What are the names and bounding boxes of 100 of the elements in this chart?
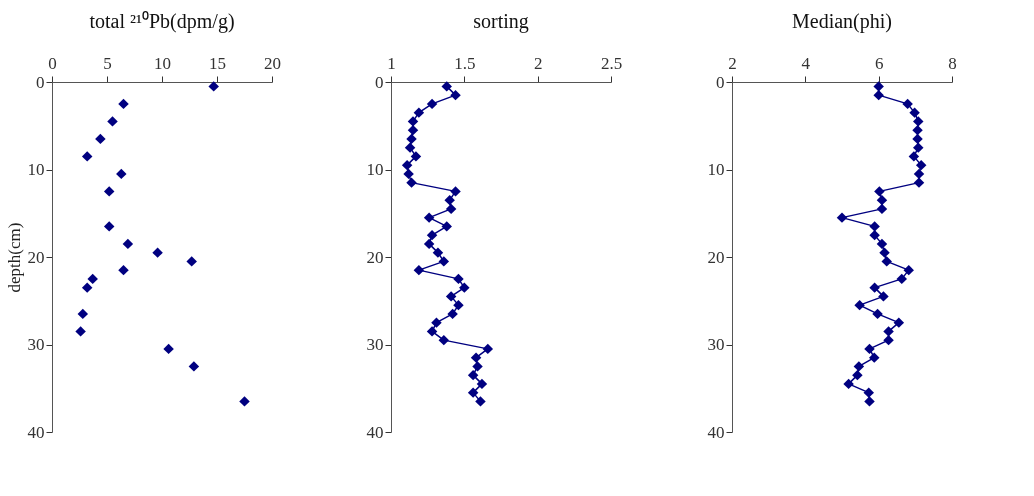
x-tick-label: 6 bbox=[874, 53, 884, 73]
point bbox=[103, 221, 115, 232]
point bbox=[423, 238, 435, 250]
point bbox=[913, 177, 925, 188]
y-axis-title: depth(cm) bbox=[4, 222, 24, 293]
point bbox=[445, 291, 457, 302]
point bbox=[453, 273, 464, 285]
y-tick-label: 40 bbox=[366, 422, 384, 442]
point bbox=[874, 186, 885, 197]
y-tick-label: 40 bbox=[707, 422, 725, 442]
point bbox=[116, 168, 127, 180]
point bbox=[470, 352, 482, 363]
point bbox=[836, 212, 848, 223]
y-tick-label: 10 bbox=[707, 160, 725, 179]
y-tick-label: 30 bbox=[27, 335, 45, 354]
point bbox=[406, 177, 417, 188]
y-tick-label: 30 bbox=[366, 335, 384, 354]
point bbox=[883, 334, 894, 346]
point bbox=[475, 396, 486, 407]
point bbox=[869, 352, 880, 363]
point bbox=[426, 98, 438, 110]
point bbox=[95, 133, 106, 145]
point bbox=[902, 98, 913, 110]
point bbox=[876, 238, 888, 250]
point bbox=[447, 308, 458, 320]
point bbox=[239, 396, 250, 407]
point bbox=[163, 343, 174, 355]
x-tick-label: 4 bbox=[801, 53, 811, 73]
point bbox=[426, 326, 438, 337]
point bbox=[438, 334, 450, 346]
point bbox=[81, 282, 93, 293]
point bbox=[403, 168, 414, 180]
point bbox=[909, 107, 920, 118]
point bbox=[876, 194, 888, 206]
x-tick-label: 10 bbox=[154, 53, 171, 73]
point bbox=[152, 247, 163, 258]
point bbox=[453, 299, 464, 311]
point bbox=[208, 81, 219, 92]
point bbox=[75, 326, 86, 337]
y-tick-label: 40 bbox=[27, 422, 45, 442]
x-tick-label: 8 bbox=[948, 53, 957, 73]
point bbox=[441, 81, 452, 92]
point bbox=[186, 256, 197, 267]
point bbox=[472, 361, 483, 372]
point bbox=[438, 256, 450, 267]
y-tick-label: 0 bbox=[36, 72, 45, 92]
point bbox=[872, 308, 883, 320]
point bbox=[883, 326, 894, 337]
y-tick-label: 0 bbox=[375, 72, 384, 92]
x-tick-label: 2 bbox=[533, 53, 543, 73]
point bbox=[432, 247, 444, 258]
point bbox=[450, 186, 461, 197]
point bbox=[444, 194, 455, 206]
point bbox=[103, 186, 115, 197]
x-tick-label: 1 bbox=[387, 53, 396, 73]
point bbox=[908, 151, 920, 162]
x-tick-label: 20 bbox=[264, 53, 281, 73]
point bbox=[913, 142, 924, 153]
point bbox=[878, 291, 889, 302]
point bbox=[118, 98, 129, 110]
point bbox=[863, 387, 875, 398]
point bbox=[459, 282, 470, 293]
point bbox=[467, 387, 479, 398]
point bbox=[879, 247, 890, 258]
chart-title: total ²¹⁰Pb(dpm/g) bbox=[89, 10, 235, 33]
point bbox=[404, 142, 416, 153]
y-tick-label: 20 bbox=[707, 247, 725, 267]
y-tick-label: 10 bbox=[366, 160, 384, 179]
point bbox=[913, 116, 924, 127]
point bbox=[445, 203, 457, 215]
y-tick-label: 20 bbox=[27, 247, 45, 267]
point bbox=[413, 107, 425, 118]
point bbox=[896, 273, 908, 285]
point bbox=[864, 343, 875, 355]
point bbox=[852, 369, 863, 381]
point bbox=[843, 378, 854, 390]
y-tick-label: 10 bbox=[27, 160, 45, 179]
point bbox=[873, 89, 884, 101]
y-tick-label: 0 bbox=[716, 72, 725, 92]
point bbox=[893, 317, 905, 328]
chart-title: Median(phi) bbox=[792, 10, 892, 33]
x-tick-label: 2 bbox=[728, 53, 737, 73]
point bbox=[413, 264, 425, 276]
point bbox=[853, 361, 865, 372]
x-tick-label: 1.5 bbox=[454, 53, 476, 73]
point bbox=[426, 229, 438, 241]
point bbox=[903, 264, 914, 276]
point bbox=[423, 212, 435, 223]
point bbox=[864, 396, 875, 407]
point bbox=[915, 159, 927, 171]
point bbox=[854, 299, 865, 311]
point bbox=[410, 151, 422, 162]
point bbox=[188, 361, 200, 372]
point bbox=[450, 89, 461, 101]
point bbox=[869, 229, 880, 241]
point bbox=[467, 369, 479, 381]
x-tick-label: 5 bbox=[103, 53, 112, 73]
x-tick-label: 2.5 bbox=[600, 53, 623, 73]
point bbox=[406, 133, 417, 145]
chart-title: sorting bbox=[473, 10, 529, 33]
